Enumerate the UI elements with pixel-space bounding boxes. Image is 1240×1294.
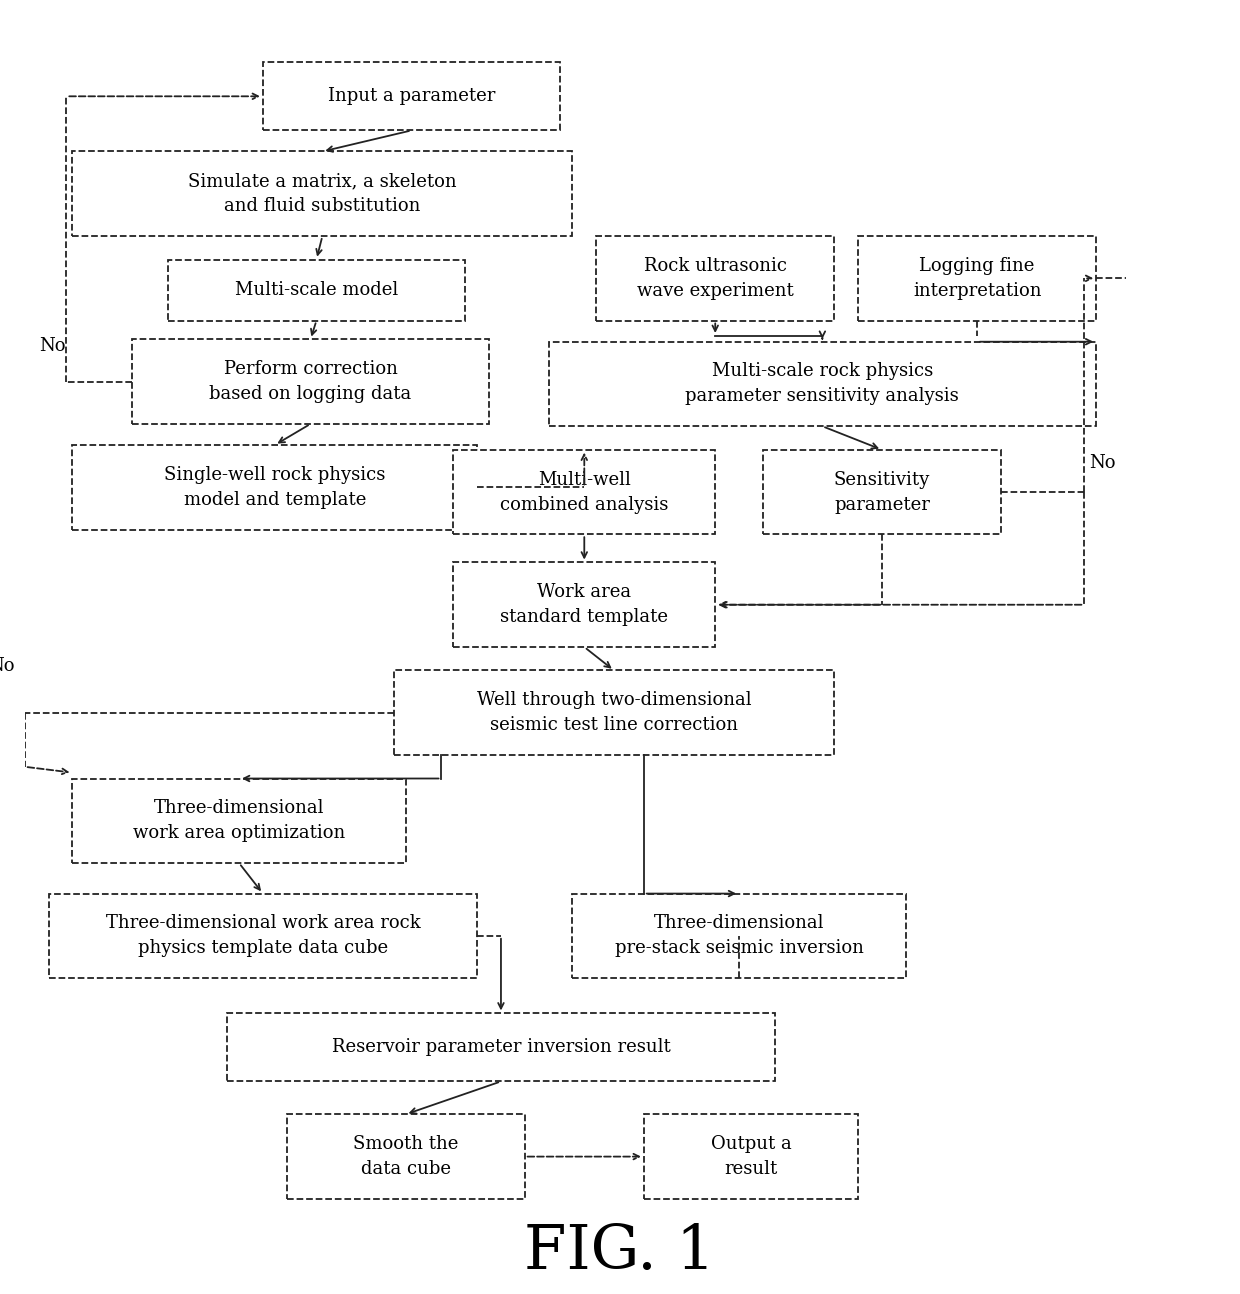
FancyBboxPatch shape (454, 450, 715, 534)
Text: Three-dimensional
pre-stack seismic inversion: Three-dimensional pre-stack seismic inve… (615, 915, 863, 958)
Text: No: No (0, 657, 14, 674)
Text: Multi-scale model: Multi-scale model (234, 281, 398, 299)
Text: Perform correction
based on logging data: Perform correction based on logging data (210, 360, 412, 404)
Text: No: No (38, 338, 66, 356)
Text: Three-dimensional
work area optimization: Three-dimensional work area optimization (133, 800, 345, 842)
FancyBboxPatch shape (167, 260, 465, 321)
Text: Smooth the
data cube: Smooth the data cube (353, 1135, 459, 1178)
FancyBboxPatch shape (72, 445, 477, 529)
FancyBboxPatch shape (286, 1114, 525, 1198)
Text: Multi-well
combined analysis: Multi-well combined analysis (500, 471, 668, 514)
Text: Logging fine
interpretation: Logging fine interpretation (913, 256, 1042, 300)
Text: Simulate a matrix, a skeleton
and fluid substitution: Simulate a matrix, a skeleton and fluid … (188, 172, 456, 215)
FancyBboxPatch shape (394, 670, 835, 754)
FancyBboxPatch shape (763, 450, 1001, 534)
Text: No: No (1089, 454, 1115, 471)
Text: Well through two-dimensional
seismic test line correction: Well through two-dimensional seismic tes… (476, 691, 751, 734)
Text: Sensitivity
parameter: Sensitivity parameter (833, 471, 930, 514)
Text: Multi-scale rock physics
parameter sensitivity analysis: Multi-scale rock physics parameter sensi… (686, 362, 960, 405)
Text: Work area
standard template: Work area standard template (500, 584, 668, 626)
FancyBboxPatch shape (858, 236, 1096, 321)
Text: Single-well rock physics
model and template: Single-well rock physics model and templ… (164, 466, 386, 509)
FancyBboxPatch shape (454, 563, 715, 647)
FancyBboxPatch shape (263, 62, 560, 131)
Text: FIG. 1: FIG. 1 (525, 1222, 715, 1281)
Text: Output a
result: Output a result (711, 1135, 791, 1178)
FancyBboxPatch shape (573, 894, 905, 978)
FancyBboxPatch shape (548, 342, 1096, 426)
FancyBboxPatch shape (131, 339, 489, 424)
FancyBboxPatch shape (72, 151, 573, 236)
Text: Rock ultrasonic
wave experiment: Rock ultrasonic wave experiment (637, 256, 794, 300)
Text: Three-dimensional work area rock
physics template data cube: Three-dimensional work area rock physics… (105, 915, 420, 958)
FancyBboxPatch shape (227, 1013, 775, 1082)
Text: Input a parameter: Input a parameter (329, 87, 495, 105)
FancyBboxPatch shape (596, 236, 835, 321)
Text: Reservoir parameter inversion result: Reservoir parameter inversion result (331, 1038, 671, 1056)
FancyBboxPatch shape (48, 894, 477, 978)
FancyBboxPatch shape (72, 779, 405, 863)
FancyBboxPatch shape (644, 1114, 858, 1198)
